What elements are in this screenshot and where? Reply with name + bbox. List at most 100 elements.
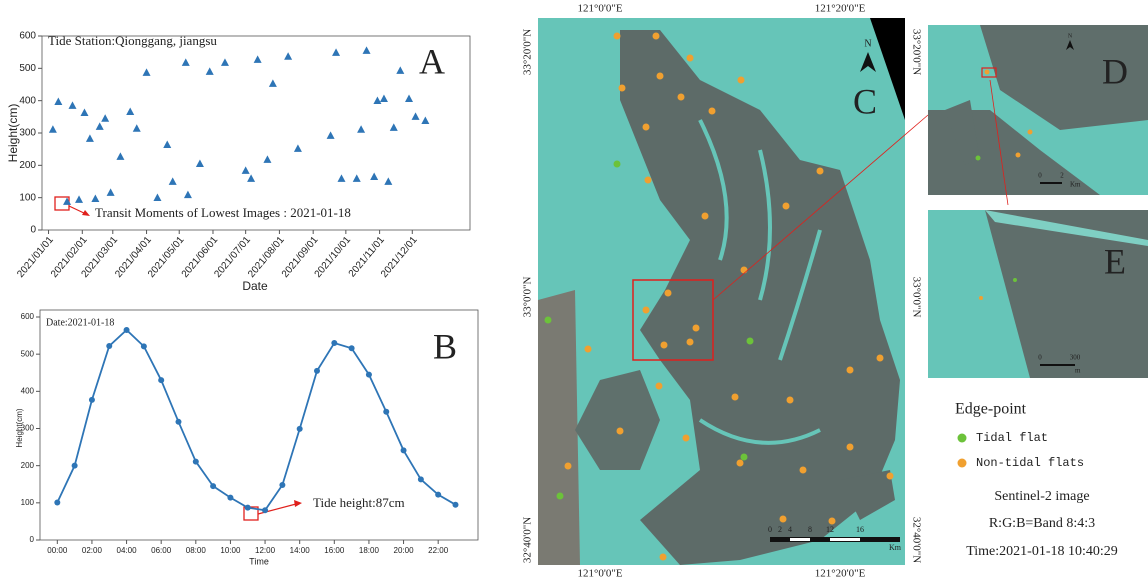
edge-point [984, 69, 990, 75]
y-tick-label: 400 [21, 386, 35, 395]
point [452, 501, 459, 508]
callout: Tide height:87cm [313, 495, 405, 510]
legend-item: Non-tidal flats [976, 456, 1084, 470]
x-tick-label: 08:00 [186, 546, 207, 555]
lat-label: 32°40'0"N [910, 517, 922, 563]
point [348, 345, 355, 352]
point [183, 190, 192, 199]
point [71, 462, 78, 469]
north-arrow [860, 52, 876, 72]
x-tick-label: 02:00 [82, 546, 103, 555]
point [210, 483, 217, 490]
point [279, 481, 286, 488]
point [268, 79, 277, 87]
point [181, 58, 190, 66]
y-tick-label: 0 [30, 225, 36, 236]
point [192, 458, 199, 465]
x-tick-label: 16:00 [324, 546, 345, 555]
lon-label: 121°20'0"E [815, 568, 866, 580]
y-tick-label: 400 [19, 95, 36, 106]
point [123, 327, 130, 334]
y-axis-label: Height(cm) [15, 408, 24, 447]
panel-label: C [853, 81, 877, 121]
point [296, 425, 303, 432]
point [365, 371, 372, 378]
point [332, 48, 341, 56]
edge-point [1027, 129, 1033, 135]
y-tick-label: 300 [19, 128, 36, 139]
x-axis-label: Time [249, 556, 269, 566]
point [106, 188, 115, 196]
connector [989, 79, 1009, 206]
point [54, 499, 61, 506]
point [379, 94, 388, 103]
lon-label: 121°0'0"E [577, 3, 622, 15]
scale-label: 0 [1038, 354, 1042, 362]
point [384, 177, 393, 185]
scale-label: m [1075, 367, 1081, 375]
x-axis-label: Date [242, 279, 268, 293]
legend-note: R:G:B=Band 8:4:3 [989, 516, 1095, 531]
point [140, 343, 147, 350]
scale-label: Km [1070, 181, 1081, 189]
chart-title: Tide Station:Qionggang, jiangsu [48, 33, 217, 48]
map-c [538, 18, 929, 565]
scale-label: 0 [1038, 172, 1042, 180]
point [48, 125, 57, 133]
legend-swatch [957, 433, 967, 443]
point [91, 194, 100, 202]
point [241, 166, 250, 174]
scale-bar [790, 538, 810, 541]
north-label: N [1068, 33, 1073, 39]
arrow-head [294, 500, 302, 507]
point [263, 155, 272, 163]
point [396, 66, 405, 74]
y-axis-label: Height(cm) [6, 104, 20, 163]
land [575, 370, 660, 470]
legend-swatch [957, 458, 967, 468]
y-tick-label: 300 [21, 424, 35, 433]
lat-label: 33°0'0"N [522, 277, 534, 318]
point [389, 123, 398, 131]
no-data [870, 18, 905, 120]
y-tick-label: 600 [21, 312, 35, 321]
point [313, 367, 320, 374]
arrow-head [82, 210, 90, 216]
x-tick-label: 14:00 [290, 546, 311, 555]
point [106, 342, 113, 349]
scale-bar [830, 538, 860, 541]
annotation: Transit Moments of Lowest Images : 2021-… [95, 205, 351, 220]
scale-label: 300 [1070, 354, 1081, 362]
plot-frame [39, 309, 479, 541]
point [253, 55, 262, 63]
point [80, 108, 89, 116]
x-tick-label: 00:00 [47, 546, 68, 555]
y-tick-label: 600 [19, 31, 36, 42]
point [142, 68, 151, 76]
town [538, 290, 580, 565]
scale-label: 16 [856, 525, 864, 534]
point [163, 140, 172, 148]
x-tick-label: 22:00 [428, 546, 449, 555]
plot-frame [41, 35, 471, 231]
point [85, 134, 94, 142]
scale-label: 8 [808, 525, 812, 534]
point [331, 340, 338, 347]
water [928, 210, 1030, 378]
edge-points [564, 32, 894, 561]
y-tick-label: 500 [21, 349, 35, 358]
point [63, 197, 72, 205]
y-tick-label: 100 [19, 192, 36, 203]
scale-d-labels: 0 2 Km 0 300 m [1038, 172, 1081, 375]
panel-label: A [419, 41, 445, 81]
edge-point [1013, 278, 1017, 282]
point [168, 177, 177, 185]
point [417, 476, 424, 483]
point [88, 396, 95, 403]
y-tick-label: 200 [19, 160, 36, 171]
x-tick-label: 12:00 [255, 546, 276, 555]
point [383, 408, 390, 415]
x-tick-label: 04:00 [117, 546, 138, 555]
legend-note: Sentinel-2 image [994, 489, 1089, 504]
